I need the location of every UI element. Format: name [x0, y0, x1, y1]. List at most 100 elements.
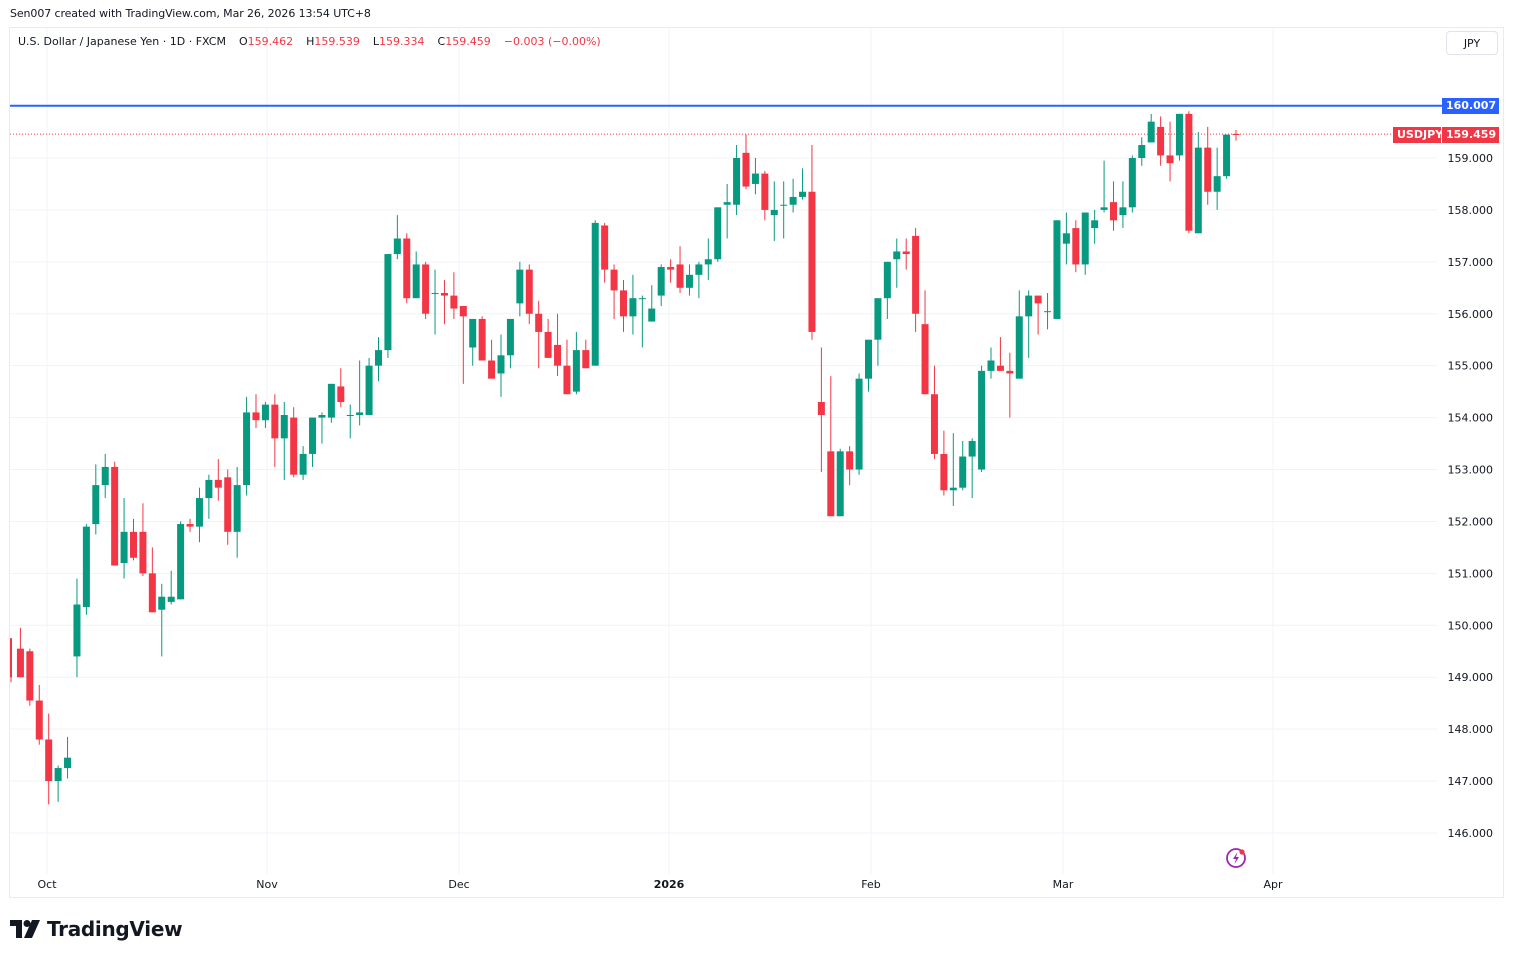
time-axis[interactable]: Oct Nov Dec 2026 Feb Mar Apr	[37, 878, 1283, 891]
candle-down	[761, 173, 769, 210]
candle-down	[940, 453, 948, 491]
price-tick-label: 155.000	[1448, 360, 1494, 373]
candle-up	[497, 355, 505, 374]
symbol-name[interactable]: U.S. Dollar / Japanese Yen	[18, 35, 160, 48]
candle-up	[158, 596, 166, 610]
candle-down	[440, 292, 448, 296]
candle-up	[261, 404, 269, 421]
candle-down	[224, 477, 232, 532]
candle-up	[327, 383, 335, 418]
low-value: 159.334	[379, 35, 425, 48]
candle-down	[1110, 202, 1117, 221]
candle-up	[657, 267, 665, 296]
candle-up	[346, 415, 354, 417]
candle-down	[26, 651, 34, 701]
candle-down	[563, 365, 571, 395]
candle-up	[959, 456, 967, 488]
candle-up	[205, 479, 213, 499]
candle-down	[478, 318, 486, 361]
candle-up	[987, 360, 995, 371]
candle-up	[968, 440, 976, 457]
candle-down	[139, 531, 147, 574]
candle-down	[846, 451, 854, 470]
interval[interactable]: 1D	[169, 35, 186, 48]
candle-up	[648, 308, 656, 322]
candle-down	[111, 466, 119, 566]
candle-up	[516, 269, 524, 304]
legend-dot: ·	[162, 35, 170, 48]
candle-up	[280, 415, 288, 439]
candle-down	[1166, 155, 1174, 164]
symbol-legend[interactable]: U.S. Dollar / Japanese Yen · 1D · FXCM O…	[18, 35, 601, 48]
lightning-alert-icon[interactable]	[1225, 847, 1247, 869]
candle-up	[1223, 134, 1231, 177]
candle-up	[714, 207, 722, 260]
candle-up	[243, 412, 251, 486]
price-tick-label: 152.000	[1448, 515, 1494, 528]
candle-up	[365, 365, 373, 416]
price-tick-label: 153.000	[1448, 464, 1494, 477]
candle-down	[16, 648, 24, 678]
grid-lines	[10, 28, 1437, 874]
candle-down	[902, 251, 910, 255]
attribution-text: Sen007 created with TradingView.com, Mar…	[10, 7, 371, 20]
low-label: L	[372, 35, 380, 48]
candle-up	[195, 498, 203, 527]
candle-up	[73, 604, 81, 657]
candle-up	[356, 412, 364, 416]
price-tick-label: 154.000	[1448, 412, 1494, 425]
price-tick-label: 147.000	[1448, 775, 1494, 788]
candle-down	[1006, 370, 1014, 374]
candle-down	[742, 152, 750, 187]
candle-up	[949, 487, 957, 491]
time-tick-label: Mar	[1053, 878, 1074, 891]
candle-up	[695, 264, 703, 275]
candle-up	[733, 158, 741, 205]
candle-up	[1062, 233, 1070, 244]
last-price-tag: 159.459	[1442, 127, 1499, 143]
candle-up	[893, 251, 901, 260]
high-label: H	[306, 35, 315, 48]
candle-down	[403, 238, 411, 299]
candle-up	[1119, 207, 1127, 216]
candle-down	[450, 295, 458, 309]
time-tick-label: Dec	[448, 878, 469, 891]
price-axis[interactable]: 146.000 147.000 148.000 149.000 150.000 151.0…	[1448, 152, 1494, 840]
candle-up	[375, 350, 382, 366]
candle-down	[290, 417, 298, 475]
candle-down	[601, 225, 609, 270]
tradingview-wordmark: TradingView	[47, 917, 183, 941]
candle-down	[148, 573, 156, 613]
candle-up	[1138, 145, 1146, 158]
candle-down	[554, 344, 562, 366]
candle-up	[629, 298, 637, 317]
candle-down	[610, 269, 618, 291]
candle-up	[638, 298, 646, 300]
price-tick-label: 157.000	[1448, 256, 1494, 269]
tradingview-logo[interactable]: TradingView	[10, 917, 183, 941]
candle-down	[620, 290, 627, 317]
candle-up	[54, 768, 62, 782]
candle-down	[252, 412, 260, 421]
price-tick-label: 151.000	[1448, 567, 1494, 580]
candle-up	[855, 378, 863, 470]
candle-up	[431, 292, 439, 294]
candle-down	[10, 638, 12, 678]
legend-dot: ·	[188, 35, 196, 48]
tradingview-logo-icon	[10, 920, 40, 938]
candle-down	[45, 739, 53, 782]
candle-down	[582, 350, 590, 369]
candle-down	[525, 269, 533, 314]
candle-down	[1232, 134, 1240, 136]
candle-up	[789, 196, 797, 205]
price-tick-label: 148.000	[1448, 723, 1494, 736]
candle-down	[35, 700, 43, 740]
candle-up	[82, 526, 90, 608]
candle-down	[535, 313, 543, 332]
price-tick-label: 159.000	[1448, 152, 1494, 165]
candle-up	[572, 350, 580, 392]
currency-button[interactable]: JPY	[1446, 31, 1498, 55]
candle-up	[469, 318, 477, 348]
candle-up	[318, 415, 326, 418]
